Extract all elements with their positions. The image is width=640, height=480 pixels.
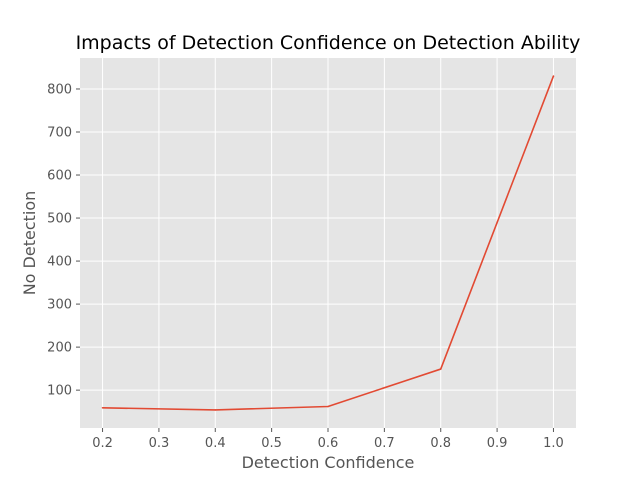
x-tick-label: 0.9 xyxy=(487,436,508,451)
grid-lines xyxy=(80,58,576,428)
data-point xyxy=(327,405,329,408)
x-tick-label: 0.6 xyxy=(318,436,339,451)
y-tick-label: 200 xyxy=(47,341,72,356)
x-axis-label: Detection Confidence xyxy=(242,453,415,472)
data-point xyxy=(552,75,555,77)
y-tick-label: 300 xyxy=(47,298,72,313)
y-tick-label: 400 xyxy=(47,255,72,270)
axis-ticks: 0.2 0.3 0.4 0.5 0.6 0.7 0.8 0.9 1.0 100 200 300 400 5… xyxy=(47,82,564,451)
x-tick-label: 0.8 xyxy=(430,436,451,451)
y-axis-label: No Detection xyxy=(20,191,39,296)
data-point xyxy=(214,409,217,411)
y-tick-label: 500 xyxy=(47,212,72,227)
x-tick-label: 0.4 xyxy=(205,436,226,451)
x-tick-label: 0.2 xyxy=(92,436,113,451)
y-tick-label: 100 xyxy=(47,384,72,399)
data-point xyxy=(101,406,104,409)
data-point xyxy=(439,368,442,370)
chart-title: Impacts of Detection Confidence on Detec… xyxy=(76,32,581,54)
x-tick-label: 1.0 xyxy=(543,436,564,451)
y-tick-label: 800 xyxy=(47,82,72,97)
x-tick-label: 0.5 xyxy=(261,436,282,451)
x-tick-label: 0.7 xyxy=(374,436,395,451)
y-tick-label: 600 xyxy=(47,169,72,184)
series-layer xyxy=(101,75,555,411)
x-tick-label: 0.3 xyxy=(149,436,170,451)
y-tick-label: 700 xyxy=(47,126,72,141)
